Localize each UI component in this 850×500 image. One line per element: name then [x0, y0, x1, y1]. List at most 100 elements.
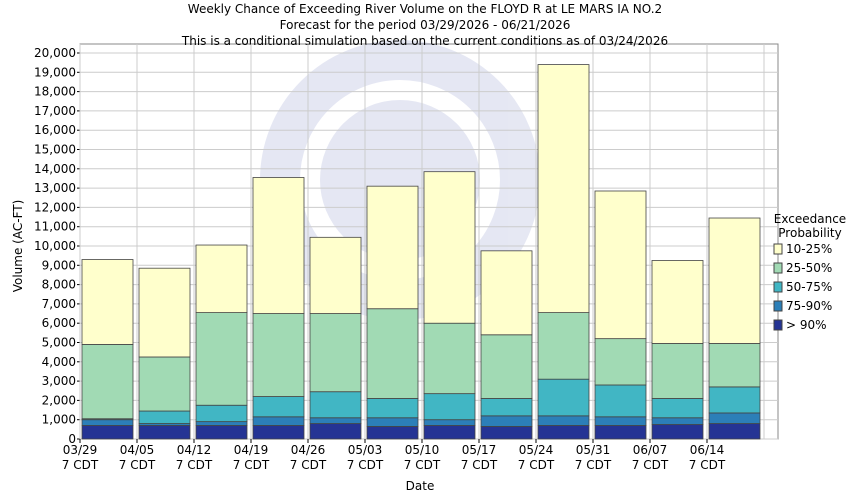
bar-segment — [423, 171, 476, 324]
legend-title: Probability — [778, 226, 841, 240]
x-tick-label: 7 CDT — [689, 458, 726, 472]
bar-segment — [708, 412, 761, 424]
bar-segment — [195, 425, 248, 440]
bar-segment — [423, 425, 476, 440]
y-tick-label: 3,000 — [42, 374, 76, 388]
x-tick-label: 05/10 — [405, 443, 440, 457]
bar-segment — [594, 190, 647, 340]
x-tick-label: 7 CDT — [632, 458, 669, 472]
y-tick-label: 18,000 — [34, 85, 76, 99]
bar-segment — [651, 260, 704, 344]
x-tick-label: 03/29 — [63, 443, 98, 457]
legend-label: > 90% — [786, 318, 827, 332]
bar-segment — [651, 417, 704, 425]
y-tick-label: 8,000 — [42, 278, 76, 292]
bar-segment — [309, 391, 362, 419]
bar-segment — [651, 424, 704, 440]
x-tick-label: 7 CDT — [518, 458, 555, 472]
bar-segment — [480, 426, 533, 440]
bar-segment — [366, 417, 419, 427]
bar-segment — [81, 259, 134, 345]
bar-segment — [309, 313, 362, 393]
y-tick-label: 10,000 — [34, 239, 76, 253]
bar-segment — [480, 415, 533, 427]
x-tick-label: 7 CDT — [119, 458, 156, 472]
x-tick-label: 7 CDT — [233, 458, 270, 472]
bar-segment — [252, 177, 305, 314]
bar-segment — [708, 386, 761, 414]
x-tick-label: 7 CDT — [290, 458, 327, 472]
bar-segment — [252, 313, 305, 397]
legend-title: Exceedance — [774, 212, 846, 226]
bar-segment — [138, 410, 191, 424]
legend-swatch — [773, 262, 783, 274]
x-tick-label: 7 CDT — [62, 458, 99, 472]
bar-segment — [537, 378, 590, 417]
bar-segment — [594, 384, 647, 418]
bar-segment — [138, 356, 191, 412]
x-tick-label: 05/17 — [462, 443, 497, 457]
legend-label: 75-90% — [786, 299, 832, 313]
bar-segment — [594, 416, 647, 426]
x-tick-label: 04/26 — [291, 443, 326, 457]
y-tick-label: 1,000 — [42, 413, 76, 427]
bar-segment — [252, 416, 305, 426]
bar-segment — [81, 425, 134, 440]
bar-segment — [480, 334, 533, 399]
y-tick-label: 0 — [68, 432, 76, 446]
y-tick-label: 5,000 — [42, 336, 76, 350]
bar-segment — [309, 423, 362, 440]
y-tick-label: 7,000 — [42, 297, 76, 311]
y-axis-label: Volume (AC-FT) — [11, 200, 25, 293]
y-tick-label: 12,000 — [34, 200, 76, 214]
y-tick-label: 4,000 — [42, 355, 76, 369]
bar-segment — [309, 417, 362, 424]
y-tick-label: 2,000 — [42, 393, 76, 407]
y-tick-label: 15,000 — [34, 143, 76, 157]
y-tick-label: 13,000 — [34, 181, 76, 195]
bar-segment — [366, 398, 419, 419]
bar-segment — [366, 185, 419, 310]
bar-segment — [651, 398, 704, 419]
x-tick-label: 04/05 — [120, 443, 155, 457]
chart-title: Forecast for the period 03/29/2026 - 06/… — [280, 18, 571, 32]
bar-segment — [252, 425, 305, 440]
bar-segment — [480, 250, 533, 336]
x-tick-label: 7 CDT — [461, 458, 498, 472]
bar-segment — [195, 312, 248, 406]
bar-segment — [195, 244, 248, 313]
bar-segment — [537, 425, 590, 440]
bar-segment — [651, 343, 704, 399]
y-tick-label: 6,000 — [42, 316, 76, 330]
legend-swatch — [773, 300, 783, 312]
legend-label: 10-25% — [786, 242, 832, 256]
legend-swatch — [773, 243, 783, 255]
bar-segment — [480, 398, 533, 417]
bar-segment — [537, 64, 590, 313]
y-tick-label: 20,000 — [34, 46, 76, 60]
x-tick-label: 7 CDT — [575, 458, 612, 472]
x-tick-label: 05/03 — [348, 443, 383, 457]
bar-segment — [423, 393, 476, 421]
bar-segment — [708, 217, 761, 344]
bar-segment — [537, 415, 590, 426]
bar-segment — [195, 421, 248, 426]
x-axis-label: Date — [406, 479, 435, 493]
x-tick-label: 04/19 — [234, 443, 269, 457]
x-tick-label: 06/14 — [690, 443, 725, 457]
bar-segment — [537, 312, 590, 380]
bar-segment — [423, 419, 476, 426]
bar-segment — [708, 343, 761, 388]
y-tick-label: 16,000 — [34, 123, 76, 137]
x-tick-label: 04/12 — [177, 443, 212, 457]
legend-label: 25-50% — [786, 261, 832, 275]
bar-segment — [195, 404, 248, 423]
x-tick-label: 7 CDT — [404, 458, 441, 472]
chart-title: Weekly Chance of Exceeding River Volume … — [188, 2, 662, 16]
y-tick-label: 14,000 — [34, 162, 76, 176]
bar-segment — [252, 396, 305, 418]
y-tick-label: 9,000 — [42, 258, 76, 272]
bar-segment — [708, 423, 761, 440]
bar-segment — [366, 308, 419, 399]
